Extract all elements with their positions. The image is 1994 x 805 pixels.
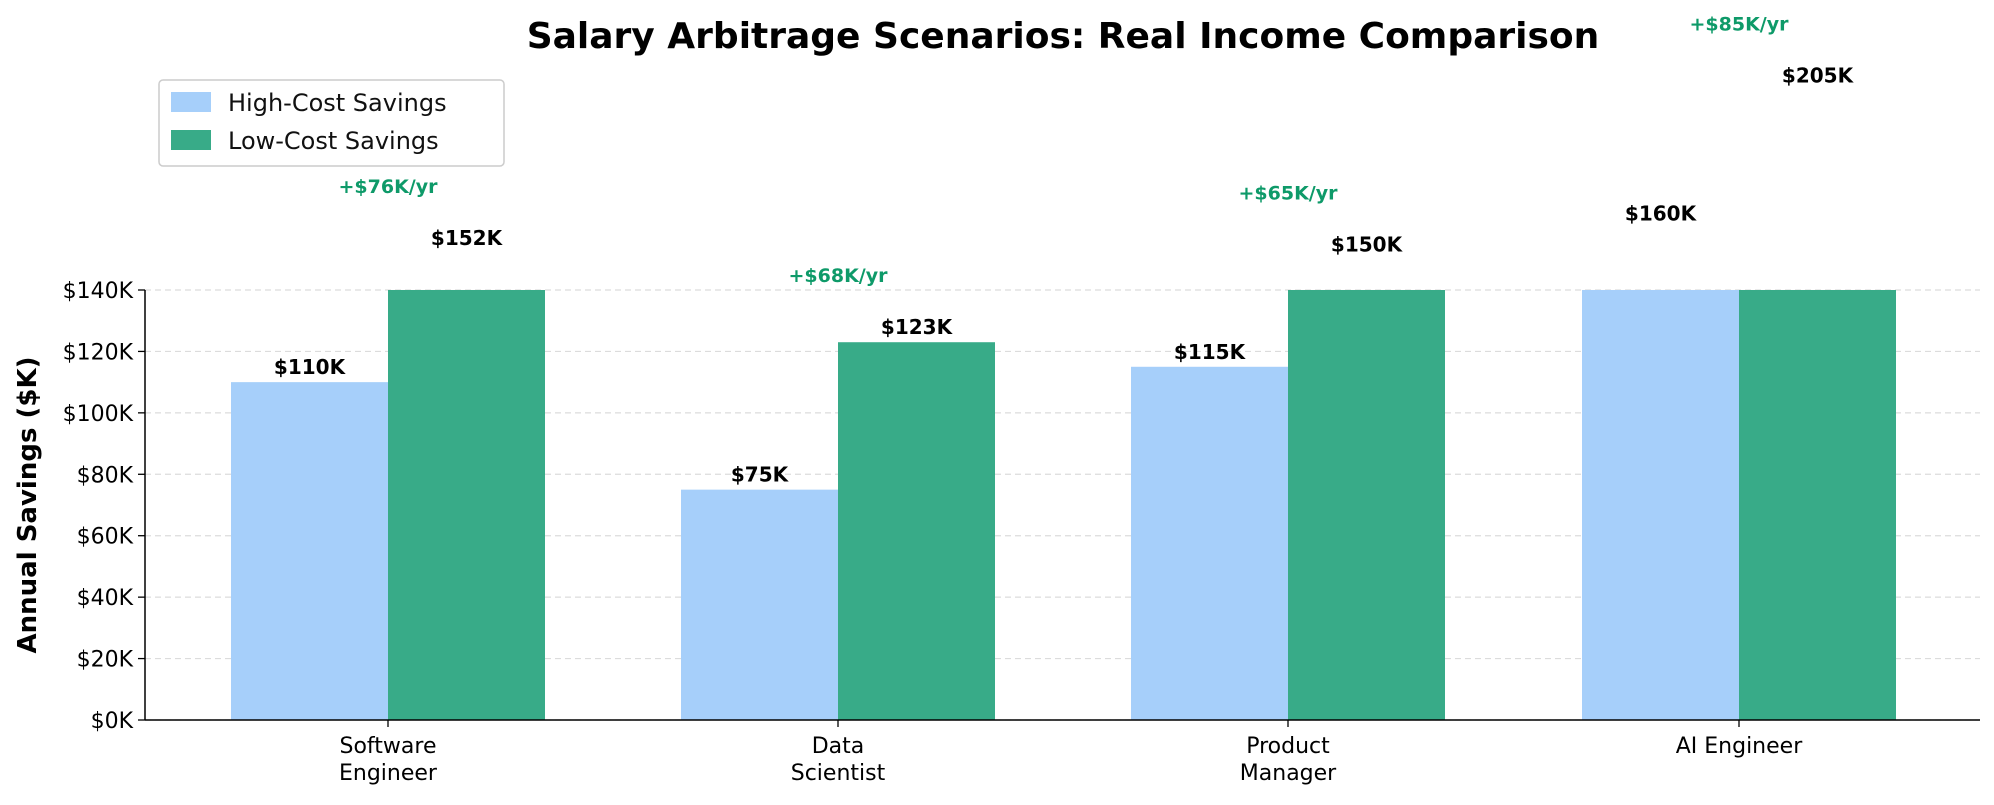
value-label: $205K: [1782, 63, 1855, 87]
bar-high-cost: [681, 489, 838, 720]
bar-high-cost: [1131, 366, 1288, 720]
y-tick-label: $100K: [63, 402, 134, 427]
legend-label: Low-Cost Savings: [228, 127, 439, 155]
legend-label: High-Cost Savings: [228, 89, 447, 117]
savings-annotation: +$65K/yr: [1239, 182, 1339, 204]
x-tick-label: AI Engineer: [1676, 734, 1803, 759]
value-label: $160K: [1625, 202, 1698, 226]
bars: [231, 290, 1896, 720]
bar-low-cost: [838, 342, 995, 720]
value-label: $150K: [1331, 232, 1404, 256]
value-label: $152K: [431, 226, 504, 250]
value-label: $123K: [881, 315, 954, 339]
bar-high-cost: [231, 382, 388, 720]
x-tick-label: Software Engineer: [339, 734, 438, 786]
value-label: $75K: [731, 463, 790, 487]
y-tick-label: $0K: [91, 709, 134, 734]
bar-low-cost: [388, 290, 545, 720]
bar-high-cost: [1582, 290, 1739, 720]
value-label: $115K: [1174, 340, 1247, 364]
legend: [158, 79, 505, 167]
savings-annotation: +$68K/yr: [789, 265, 889, 287]
bar-low-cost: [1739, 290, 1896, 720]
bar-low-cost: [1288, 290, 1445, 720]
legend-swatch: [171, 130, 211, 150]
y-tick-label: $20K: [77, 648, 134, 673]
value-label: $110K: [274, 355, 347, 379]
savings-annotation: +$76K/yr: [339, 176, 439, 198]
y-tick-label: $60K: [77, 525, 134, 550]
savings-annotation: +$85K/yr: [1690, 13, 1790, 35]
y-tick-label: $80K: [77, 463, 134, 488]
y-tick-label: $120K: [63, 340, 134, 365]
legend-swatch: [171, 92, 211, 112]
x-tick-label: Product Manager: [1240, 734, 1337, 786]
chart-title: Salary Arbitrage Scenarios: Real Income …: [527, 16, 1600, 57]
x-tick-label: Data Scientist: [791, 734, 886, 786]
y-tick-label: $140K: [63, 279, 134, 304]
y-axis-label: Annual Savings ($K): [13, 357, 43, 654]
y-tick-label: $40K: [77, 586, 134, 611]
